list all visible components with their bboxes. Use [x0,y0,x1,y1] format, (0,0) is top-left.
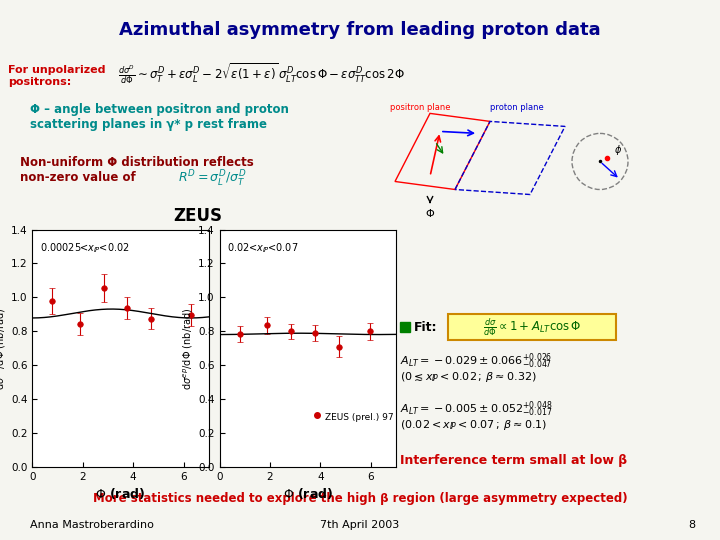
Text: $A_{LT} = -0.005 \pm 0.052^{+0.048}_{-0.017}$: $A_{LT} = -0.005 \pm 0.052^{+0.048}_{-0.… [400,400,552,420]
Text: 7th April 2003: 7th April 2003 [320,520,400,530]
Text: For unpolarized: For unpolarized [8,65,106,75]
Text: Azimuthal asymmetry from leading proton data: Azimuthal asymmetry from leading proton … [120,21,600,39]
Text: $\Phi$: $\Phi$ [425,206,435,219]
Text: positrons:: positrons: [8,77,71,87]
Text: proton plane: proton plane [490,103,544,112]
Text: More statistics needed to explore the high β region (large asymmetry expected): More statistics needed to explore the hi… [93,492,627,505]
Text: 0.02<$x_{I\!P}$<0.07: 0.02<$x_{I\!P}$<0.07 [228,241,299,255]
Text: $(0 \lesssim x_{I\!P} < 0.02\,;\,\beta \approx 0.32)$: $(0 \lesssim x_{I\!P} < 0.02\,;\,\beta \… [400,370,536,384]
Text: $\frac{d\sigma}{d\Phi} \propto 1 + A_{LT}\cos\Phi$: $\frac{d\sigma}{d\Phi} \propto 1 + A_{LT… [483,316,581,338]
Text: Fit:: Fit: [414,321,438,334]
Text: Φ – angle between positron and proton
scattering planes in γ* p rest frame: Φ – angle between positron and proton sc… [30,103,289,131]
Text: Interference term small at low β: Interference term small at low β [400,454,627,467]
Bar [400,322,410,332]
Bar [448,314,616,340]
Text: positron plane: positron plane [390,103,451,112]
X-axis label: $\Phi$ (rad): $\Phi$ (rad) [283,486,333,501]
Text: Anna Mastroberardino: Anna Mastroberardino [30,520,154,530]
Y-axis label: d$\sigma^{ep}$/d$\Phi$ (nb/rad): d$\sigma^{ep}$/d$\Phi$ (nb/rad) [182,307,195,389]
X-axis label: $\Phi$ (rad): $\Phi$ (rad) [96,486,145,501]
Text: $\frac{d\sigma^D}{d\Phi} \sim \sigma_T^D + \epsilon\sigma_L^D - 2\sqrt{\epsilon(: $\frac{d\sigma^D}{d\Phi} \sim \sigma_T^D… [118,62,405,86]
Text: $R^D = \sigma_L^D/\sigma_T^D$: $R^D = \sigma_L^D/\sigma_T^D$ [178,168,246,188]
Text: ZEUS (prel.) 97: ZEUS (prel.) 97 [325,413,394,422]
Text: $A_{LT} = -0.029 \pm 0.066^{+0.026}_{-0.047}$: $A_{LT} = -0.029 \pm 0.066^{+0.026}_{-0.… [400,352,552,372]
Text: ZEUS: ZEUS [174,206,222,225]
Text: 0.00025<$x_{I\!P}$<0.02: 0.00025<$x_{I\!P}$<0.02 [40,241,130,255]
Text: $\phi$: $\phi$ [614,144,622,158]
Y-axis label: d$\sigma^{ep}$/d$\Phi$ (nb/rad): d$\sigma^{ep}$/d$\Phi$ (nb/rad) [0,307,8,389]
Text: $(0.02 < x_{I\!P} < 0.07\,;\,\beta \approx 0.1)$: $(0.02 < x_{I\!P} < 0.07\,;\,\beta \appr… [400,418,547,432]
Text: 8: 8 [688,520,695,530]
Text: Non-uniform Φ distribution reflects
non-zero value of: Non-uniform Φ distribution reflects non-… [20,157,253,185]
